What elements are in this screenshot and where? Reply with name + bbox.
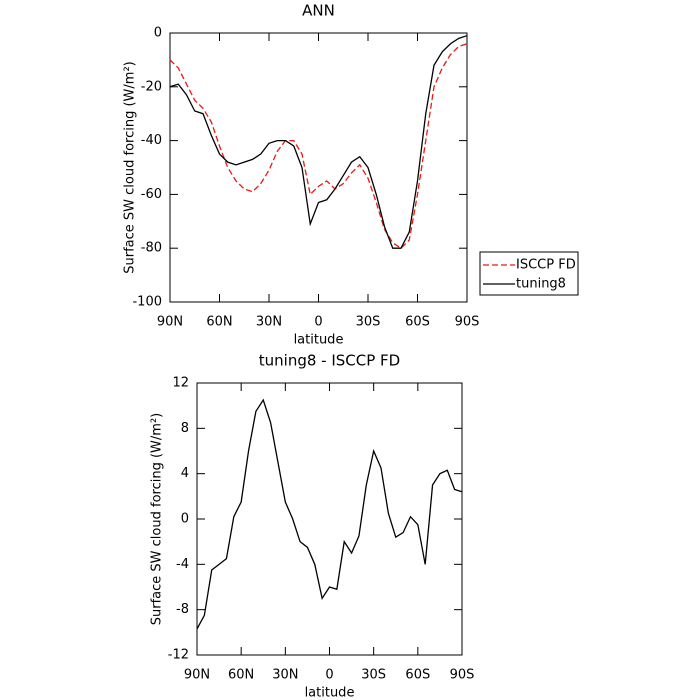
x-tick-label: 90N <box>157 315 183 330</box>
y-axis-label: Surface SW cloud forcing (W/m²) <box>123 61 138 273</box>
y-tick-label: -80 <box>141 241 162 256</box>
x-tick-label: 30S <box>356 315 381 330</box>
y-tick-label: -100 <box>132 295 162 310</box>
y-tick-label: 4 <box>181 466 189 481</box>
x-tick-label: 0 <box>325 668 333 683</box>
line <box>196 398 463 630</box>
y-tick-label: -20 <box>141 79 162 94</box>
x-tick-label: 90S <box>450 668 475 683</box>
plot-frame <box>196 382 463 656</box>
line <box>169 35 468 249</box>
x-tick-label: 60S <box>405 315 430 330</box>
x-tick-label: 90N <box>184 668 210 683</box>
legend-box <box>479 251 579 296</box>
x-tick-label: 30N <box>256 315 282 330</box>
x-tick-label: 90S <box>455 315 480 330</box>
y-tick-label: 8 <box>181 421 189 436</box>
x-tick-label: 60N <box>228 668 254 683</box>
y-tick-label: -60 <box>141 187 162 202</box>
y-tick-label: -4 <box>176 557 189 572</box>
y-tick-label: 0 <box>181 512 189 527</box>
plot-frame <box>169 32 468 303</box>
legend-label: ISCCP FD <box>516 258 576 273</box>
y-tick-label: 0 <box>154 26 162 41</box>
x-tick-label: 0 <box>314 315 322 330</box>
x-tick-label: 60S <box>405 668 430 683</box>
line <box>169 43 468 250</box>
x-axis-label: latitude <box>305 686 355 700</box>
x-tick-label: 30S <box>361 668 386 683</box>
x-tick-label: 30N <box>272 668 298 683</box>
legend-label: tuning8 <box>516 277 566 292</box>
chart-title: ANN <box>302 2 335 20</box>
y-axis-label: Surface SW cloud forcing (W/m²) <box>150 413 165 625</box>
x-tick-label: 60N <box>206 315 232 330</box>
y-tick-label: -40 <box>141 133 162 148</box>
y-tick-label: -12 <box>168 648 189 663</box>
y-tick-label: 12 <box>172 376 189 391</box>
y-tick-label: -8 <box>176 602 189 617</box>
x-axis-label: latitude <box>294 333 344 348</box>
chart-title: tuning8 - ISCCP FD <box>259 352 400 370</box>
